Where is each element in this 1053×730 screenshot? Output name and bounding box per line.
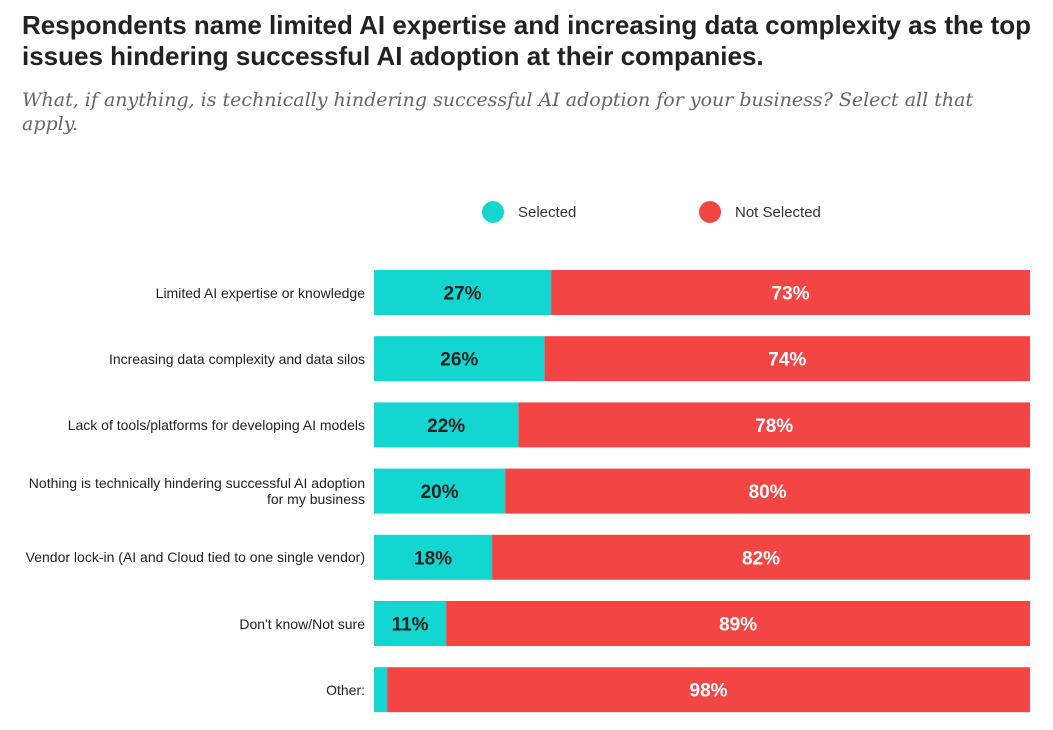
data-label-selected: 22% [427, 416, 465, 437]
legend-swatch-not-selected [699, 201, 721, 223]
legend-label-selected: Selected [518, 203, 577, 221]
data-label-not-selected: 73% [772, 284, 810, 305]
legend-label-not-selected: Not Selected [735, 203, 821, 221]
bar-not-selected [446, 601, 1030, 646]
bar-selected [374, 667, 388, 713]
data-label-not-selected: 98% [690, 681, 728, 702]
legend-swatch-selected [482, 201, 504, 223]
data-label-not-selected: 89% [719, 615, 757, 636]
category-label: Other: [326, 681, 365, 698]
bar-not-selected [551, 270, 1030, 315]
bar-not-selected [518, 402, 1030, 448]
data-label-selected: 11% [392, 615, 429, 636]
category-label: Lack of tools/platforms for developing A… [67, 416, 365, 433]
category-label: Nothing is technically hindering success… [28, 475, 365, 508]
data-label-not-selected: 74% [768, 350, 806, 371]
bar-selected [374, 270, 552, 315]
bar-selected [374, 468, 506, 514]
category-label: Increasing data complexity and data silo… [108, 350, 365, 367]
data-label-not-selected: 78% [755, 416, 793, 437]
data-label-selected: 20% [421, 482, 459, 503]
category-label: Vendor lock-in (AI and Cloud tied to one… [25, 549, 365, 566]
chart-subtitle: What, if anything, is technically hinder… [22, 89, 974, 135]
data-label-selected: 18% [414, 548, 452, 569]
data-label-selected: 27% [444, 284, 482, 305]
bar-not-selected [505, 468, 1030, 514]
bar-not-selected [544, 336, 1030, 382]
bar-not-selected [492, 534, 1031, 580]
category-label: Limited AI expertise or knowledge [155, 284, 365, 301]
data-label-selected: 26% [440, 350, 478, 371]
legend-item-selected: Selected [482, 201, 576, 223]
bar-selected [374, 402, 519, 448]
bar-selected [374, 534, 493, 580]
bar-not-selected [387, 667, 1030, 713]
chart-title: Respondents name limited AI expertise an… [22, 10, 1031, 71]
data-label-not-selected: 82% [742, 548, 780, 569]
category-label: Don't know/Not sure [239, 615, 365, 632]
bar-selected [374, 601, 447, 646]
legend-item-not-selected: Not Selected [699, 201, 821, 223]
bar-selected [374, 336, 545, 382]
data-label-not-selected: 80% [749, 482, 787, 503]
